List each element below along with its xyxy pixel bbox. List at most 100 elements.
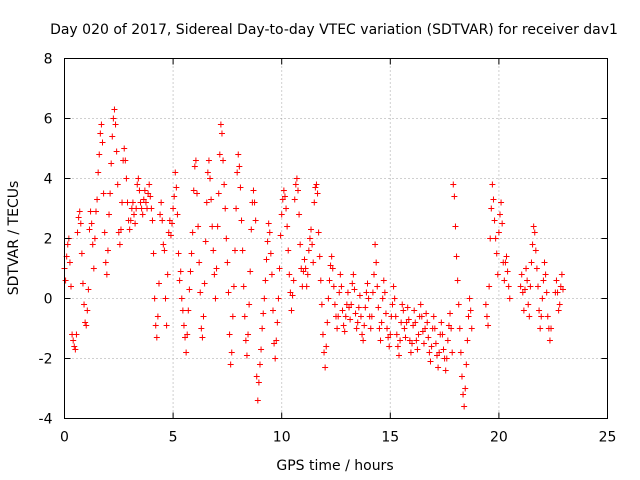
- data-point: [544, 313, 551, 320]
- data-point: [135, 175, 142, 182]
- data-point: [73, 331, 80, 338]
- data-point: [94, 196, 101, 203]
- data-point: [499, 220, 506, 227]
- data-point: [316, 253, 323, 260]
- data-point: [321, 349, 328, 356]
- data-point: [76, 208, 83, 215]
- data-point: [280, 187, 287, 194]
- data-point: [342, 313, 349, 320]
- data-point: [377, 337, 384, 344]
- data-point: [98, 121, 105, 128]
- data-point: [85, 286, 92, 293]
- data-point: [341, 328, 348, 335]
- data-point: [259, 325, 266, 332]
- data-point: [543, 289, 550, 296]
- data-point: [233, 205, 240, 212]
- data-point: [254, 397, 261, 404]
- data-point: [275, 295, 282, 302]
- data-point: [185, 307, 192, 314]
- data-point: [75, 214, 82, 221]
- data-point: [163, 322, 170, 329]
- data-point: [339, 307, 346, 314]
- data-point: [324, 319, 331, 326]
- data-point: [337, 271, 344, 278]
- data-point: [202, 238, 209, 245]
- data-point: [409, 340, 416, 347]
- x-tick-label: 15: [381, 430, 399, 446]
- data-point: [66, 259, 73, 266]
- data-point: [164, 271, 171, 278]
- data-point: [137, 199, 144, 206]
- data-point: [428, 343, 435, 350]
- data-point: [215, 190, 222, 197]
- data-point: [438, 319, 445, 326]
- data-point: [99, 139, 106, 146]
- data-point: [461, 403, 468, 410]
- data-point: [245, 331, 252, 338]
- data-point: [462, 385, 469, 392]
- data-point: [319, 331, 326, 338]
- data-point: [423, 310, 430, 317]
- data-point: [376, 325, 383, 332]
- data-point: [267, 250, 274, 257]
- data-point: [359, 331, 366, 338]
- data-point: [211, 271, 218, 278]
- data-point: [417, 301, 424, 308]
- data-point: [347, 316, 354, 323]
- data-point: [264, 238, 271, 245]
- data-point: [240, 283, 247, 290]
- data-point: [528, 259, 535, 266]
- data-point: [457, 349, 464, 356]
- data-point: [504, 268, 511, 275]
- data-point: [503, 253, 510, 260]
- data-point: [161, 247, 168, 254]
- data-point: [537, 325, 544, 332]
- data-point: [157, 211, 164, 218]
- data-point: [212, 295, 219, 302]
- data-point: [198, 325, 205, 332]
- data-point: [142, 199, 149, 206]
- y-tick-label: 8: [44, 52, 53, 68]
- data-point: [284, 223, 291, 230]
- data-point: [176, 277, 183, 284]
- data-point: [529, 241, 536, 248]
- plot-frame: [64, 58, 608, 419]
- x-axis-title: GPS time / hours: [276, 458, 393, 474]
- data-point: [184, 331, 191, 338]
- data-point: [349, 280, 356, 287]
- data-point: [301, 256, 308, 263]
- data-point: [530, 223, 537, 230]
- data-point: [322, 364, 329, 371]
- data-point: [491, 217, 498, 224]
- data-point: [272, 355, 279, 362]
- data-point: [243, 352, 250, 359]
- data-point: [506, 295, 513, 302]
- data-point: [100, 190, 107, 197]
- y-tick-label: -4: [39, 412, 53, 428]
- data-point: [169, 220, 176, 227]
- data-point: [415, 331, 422, 338]
- data-point: [171, 193, 178, 200]
- data-point: [129, 199, 136, 206]
- data-point: [315, 229, 322, 236]
- data-point: [268, 271, 275, 278]
- data-point: [422, 325, 429, 332]
- data-point: [494, 271, 501, 278]
- data-point: [356, 292, 363, 299]
- data-point: [558, 271, 565, 278]
- data-point: [207, 175, 214, 182]
- data-point: [496, 211, 503, 218]
- data-point: [117, 226, 124, 233]
- data-point: [217, 121, 224, 128]
- data-point: [523, 265, 530, 272]
- y-tick-label: 4: [44, 172, 53, 188]
- data-point: [87, 208, 94, 215]
- data-point: [308, 226, 315, 233]
- data-point: [110, 115, 117, 122]
- data-point: [335, 313, 342, 320]
- data-point: [270, 307, 277, 314]
- data-point: [326, 277, 333, 284]
- data-point: [192, 157, 199, 164]
- data-point: [430, 313, 437, 320]
- data-point: [455, 301, 462, 308]
